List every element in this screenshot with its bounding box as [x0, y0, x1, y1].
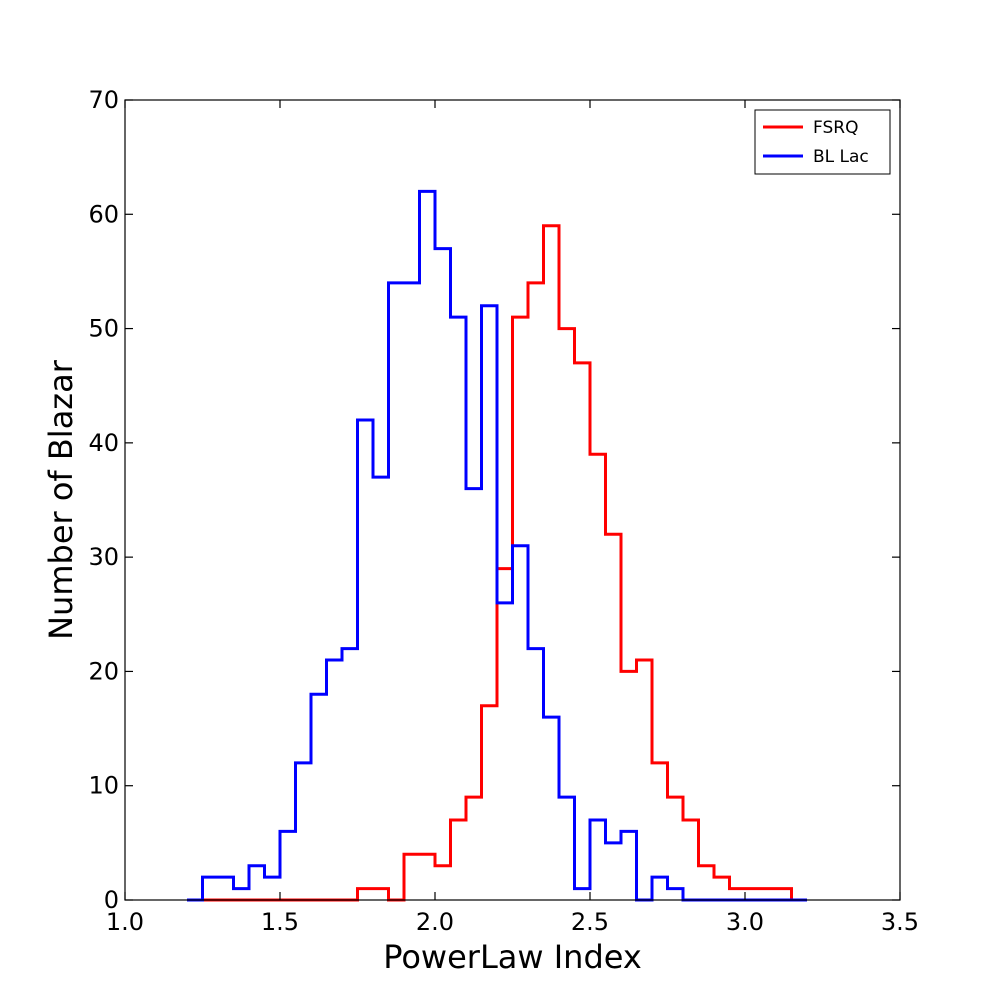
y-tick-label: 20 — [88, 657, 119, 685]
y-axis-title: Number of Blazar — [42, 359, 80, 640]
legend: FSRQ BL Lac — [754, 109, 891, 175]
histogram-series-fsrq — [202, 224, 793, 902]
x-tick-label: 1.5 — [261, 908, 299, 936]
legend-label-bl-lac: BL Lac — [813, 147, 869, 167]
legend-label-fsrq: FSRQ — [813, 118, 858, 138]
y-tick-label: 0 — [104, 886, 119, 914]
y-tick-label: 70 — [88, 86, 119, 114]
legend-box — [754, 109, 891, 175]
plot-frame — [124, 99, 901, 901]
y-tick-label: 50 — [88, 315, 119, 343]
series-layer — [187, 189, 807, 902]
histogram-series-bl-lac — [187, 189, 807, 902]
x-tick-label: 3.0 — [726, 908, 764, 936]
y-tick-label: 30 — [88, 543, 119, 571]
x-tick-label: 1.0 — [106, 908, 144, 936]
y-tick-label: 60 — [88, 200, 119, 228]
y-tick-label: 10 — [88, 772, 119, 800]
ticks-layer: 1.0 1.5 2.0 2.5 3.0 3.5 0 10 20 30 40 50 60 70 — [88, 86, 919, 936]
x-axis-title: PowerLaw Index — [383, 938, 642, 976]
x-tick-label: 2.0 — [416, 908, 454, 936]
x-tick-label: 2.5 — [571, 908, 609, 936]
y-tick-label: 40 — [88, 429, 119, 457]
x-tick-label: 3.5 — [881, 908, 919, 936]
